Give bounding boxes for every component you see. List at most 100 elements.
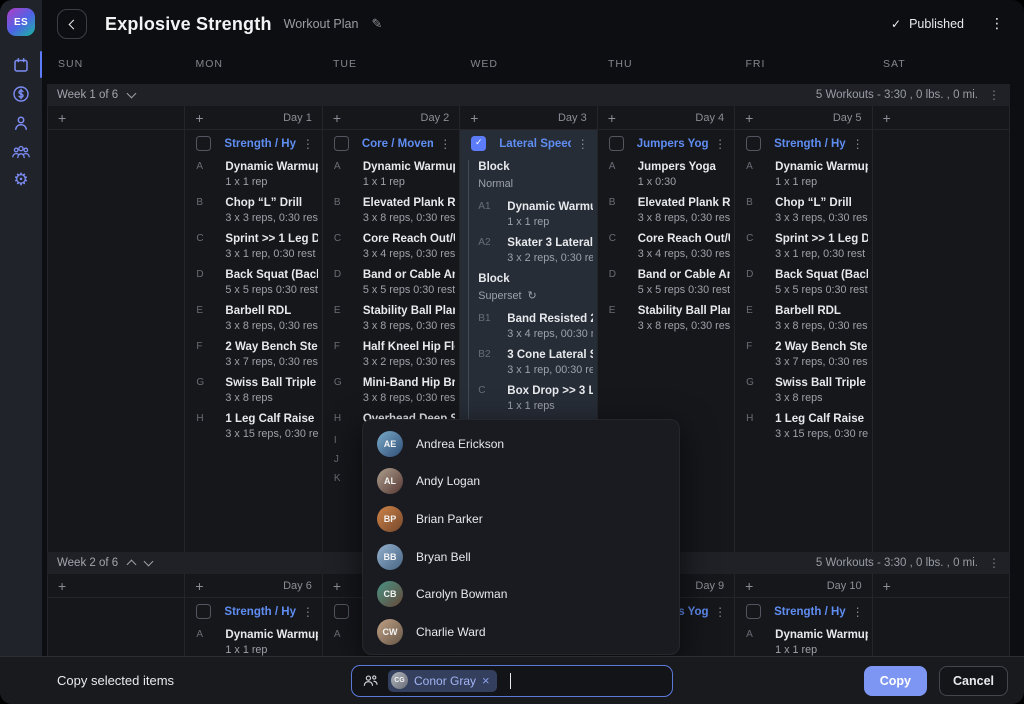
workout-card[interactable]: Strength / Hypertro... ⋮ A Dynamic Warmup 1 … (735, 598, 871, 657)
exercise-row[interactable]: E Barbell RDL 3 x 8 reps, 0:30 rest (185, 304, 321, 333)
workout-title[interactable]: Strength / Hypertro... (774, 137, 846, 150)
sidebar-item-athletes[interactable] (0, 108, 42, 137)
exercise-row[interactable]: A Dynamic Warmup 1 x 1 rep (185, 628, 321, 657)
exercise-row[interactable]: E Stability Ball Plank Linear ... 3 x 8 re… (323, 304, 459, 333)
workout-checkbox[interactable] (746, 604, 762, 619)
person-option[interactable]: BP Brian Parker (363, 500, 679, 538)
workout-card[interactable]: Strength / Hypertro... ⋮ A Dynamic Warmup 1 … (735, 130, 871, 441)
exercise-row[interactable]: A Dynamic Warmup 1 x 1 rep (323, 160, 459, 189)
workout-menu-button[interactable]: ⋮ (439, 136, 452, 151)
exercise-row[interactable]: G Swiss Ball Triple Threat 3 x 8 reps (735, 376, 871, 405)
workout-card[interactable]: Strength / Hypertro... ⋮ A Dynamic Warmup 1 … (185, 130, 321, 441)
workout-card[interactable]: Strength / Hypertro... ⋮ A Dynamic Warmup 1 … (185, 598, 321, 657)
edit-title-icon[interactable]: ✎ (371, 16, 383, 32)
add-workout-button[interactable]: + (607, 109, 616, 126)
workout-title[interactable]: Strength / Hypertro... (224, 605, 296, 618)
exercise-row[interactable]: J (323, 453, 459, 465)
exercise-row[interactable]: H 1 Leg Calf Raise 3 x 15 reps, 0:30 rest (185, 412, 321, 441)
exercise-row[interactable]: A1 Dynamic Warmup 1 x 1 rep (469, 200, 596, 229)
remove-tag-icon[interactable]: × (482, 673, 490, 688)
person-option[interactable]: CW Charlie Ward (363, 613, 679, 651)
workout-menu-button[interactable]: ⋮ (301, 604, 314, 619)
workout-checkbox[interactable] (196, 604, 212, 619)
chevron-down-icon[interactable] (143, 556, 154, 567)
add-workout-button[interactable]: + (745, 577, 754, 594)
person-option[interactable]: AL Andy Logan (363, 463, 679, 501)
workout-menu-button[interactable]: ⋮ (714, 136, 727, 151)
exercise-row[interactable]: K (323, 472, 459, 484)
add-workout-button[interactable]: + (332, 577, 342, 594)
workout-card[interactable]: Jumpers Yoga / Core ⋮ A Jumpers Yoga 1 x 0:3… (598, 130, 734, 333)
week-2-menu-button[interactable]: ⋮ (988, 556, 1000, 570)
exercise-row[interactable]: C Sprint >> 1 Leg Declarations 3 x 1 rep, … (735, 232, 871, 261)
workout-menu-button[interactable]: ⋮ (851, 136, 864, 151)
exercise-row[interactable]: A Dynamic Warmup 1 x 1 rep (735, 628, 871, 657)
sidebar-item-calendar[interactable] (0, 50, 42, 79)
exercise-row[interactable]: E Stability Ball Plank Linear ... 3 x 8 re… (598, 304, 734, 333)
exercise-row[interactable]: E Barbell RDL 3 x 8 reps, 0:30 rest (735, 304, 871, 333)
add-workout-button[interactable]: + (195, 109, 204, 126)
workout-checkbox[interactable] (746, 136, 762, 151)
person-option[interactable]: BB Bryan Bell (363, 538, 679, 576)
week-2-selector[interactable]: Week 2 of 6 (57, 556, 154, 570)
exercise-row[interactable]: B Elevated Plank Row 3 x 8 reps, 0:30 rest (598, 196, 734, 225)
workout-card[interactable]: ✓ Lateral Speed / Plyo ⋮ Block Normal A1 Dynam… (460, 130, 597, 452)
exercise-row[interactable]: C Core Reach Out/Under 3 x 4 reps, 0:30 re… (598, 232, 734, 261)
week-1-menu-button[interactable]: ⋮ (988, 88, 1000, 102)
exercise-row[interactable]: B Elevated Plank Row 3 x 8 reps, 0:30 rest (323, 196, 459, 225)
exercise-row[interactable]: I (323, 434, 459, 446)
exercise-row[interactable]: H 1 Leg Calf Raise 3 x 15 reps, 0:30 rest (735, 412, 871, 441)
published-status[interactable]: Published (909, 17, 964, 31)
add-workout-button[interactable]: + (470, 109, 479, 126)
header-menu-button[interactable]: ⋮ (990, 16, 1004, 32)
workout-title[interactable]: Core / Movement Q... (361, 137, 433, 150)
workout-menu-button[interactable]: ⋮ (714, 604, 727, 619)
workout-checkbox[interactable] (196, 136, 212, 151)
workout-checkbox[interactable] (333, 136, 349, 151)
cancel-button[interactable]: Cancel (939, 665, 1008, 696)
sidebar-item-billing[interactable] (0, 79, 42, 108)
exercise-row[interactable]: B Chop “L” Drill 3 x 3 reps, 0:30 rest (185, 196, 321, 225)
exercise-row[interactable]: B2 3 Cone Lateral Slide 3 x 1 rep, 00:30 r… (469, 348, 596, 377)
exercise-row[interactable]: D Band or Cable Anti-Rotati... 5 x 5 reps … (323, 268, 459, 297)
people-search-input[interactable]: CG Conor Gray × (351, 664, 673, 697)
add-workout-button[interactable]: + (745, 109, 754, 126)
sidebar-item-settings[interactable]: ⚙ (0, 166, 42, 195)
add-workout-button[interactable]: + (882, 109, 891, 126)
workout-card[interactable]: Core / Movement Q... ⋮ A Dynamic Warmup 1 x … (323, 130, 459, 484)
workout-title[interactable]: Strength / Hypertro... (774, 605, 846, 618)
exercise-row[interactable]: C Core Reach Out/Under 3 x 4 reps, 0:30 re… (323, 232, 459, 261)
person-option[interactable]: CB Carolyn Bowman (363, 575, 679, 613)
workout-checkbox[interactable] (333, 604, 349, 619)
add-workout-button[interactable]: + (195, 577, 204, 594)
exercise-row[interactable]: C Sprint >> 1 Leg Declarations 3 x 1 rep, … (185, 232, 321, 261)
add-workout-button[interactable]: + (58, 577, 67, 594)
exercise-row[interactable]: B1 Band Resisted 2 Step Late... 3 x 4 reps… (469, 312, 596, 341)
exercise-row[interactable]: F Half Kneel Hip Flexor Rais... 3 x 2 reps… (323, 340, 459, 369)
exercise-row[interactable]: D Back Squat (Back Off Set) 5 x 5 reps 0:3… (185, 268, 321, 297)
add-workout-button[interactable]: + (882, 577, 891, 594)
person-option[interactable]: AE Andrea Erickson (363, 425, 679, 463)
exercise-row[interactable]: F 2 Way Bench Step Up 3 x 7 reps, 0:30 res… (735, 340, 871, 369)
exercise-row[interactable]: C Box Drop >> 3 Lateral H... 1 x 1 reps (469, 384, 596, 413)
workout-title[interactable]: Lateral Speed / Plyo (499, 137, 570, 150)
exercise-row[interactable]: A Dynamic Warmup 1 x 1 rep (735, 160, 871, 189)
workout-menu-button[interactable]: ⋮ (576, 136, 589, 151)
back-button[interactable] (57, 9, 87, 39)
exercise-row[interactable]: B Chop “L” Drill 3 x 3 reps, 0:30 rest (735, 196, 871, 225)
add-workout-button[interactable]: + (332, 109, 342, 126)
sidebar-item-teams[interactable] (0, 137, 42, 166)
exercise-row[interactable]: A2 Skater 3 Lateral Hops >> ... 3 x 2 reps… (469, 236, 596, 265)
exercise-row[interactable]: A (323, 628, 459, 640)
exercise-row[interactable]: D Band or Cable Anti Rotati... 5 x 5 reps … (598, 268, 734, 297)
add-workout-button[interactable]: + (58, 109, 67, 126)
exercise-row[interactable]: G Mini-Band Hip Bridge w/ ... 3 x 8 reps, … (323, 376, 459, 405)
exercise-row[interactable]: A Jumpers Yoga 1 x 0:30 (598, 160, 734, 189)
week-1-selector[interactable]: Week 1 of 6 (57, 88, 137, 101)
exercise-row[interactable]: A Dynamic Warmup 1 x 1 rep (185, 160, 321, 189)
workout-checkbox[interactable]: ✓ (471, 136, 487, 151)
exercise-row[interactable]: F 2 Way Bench Step Up 3 x 7 reps, 0:30 res… (185, 340, 321, 369)
workout-checkbox[interactable] (608, 136, 624, 151)
exercise-row[interactable]: D Back Squat (Back Off Set) 5 x 5 reps 0:3… (735, 268, 871, 297)
workout-menu-button[interactable]: ⋮ (851, 604, 864, 619)
